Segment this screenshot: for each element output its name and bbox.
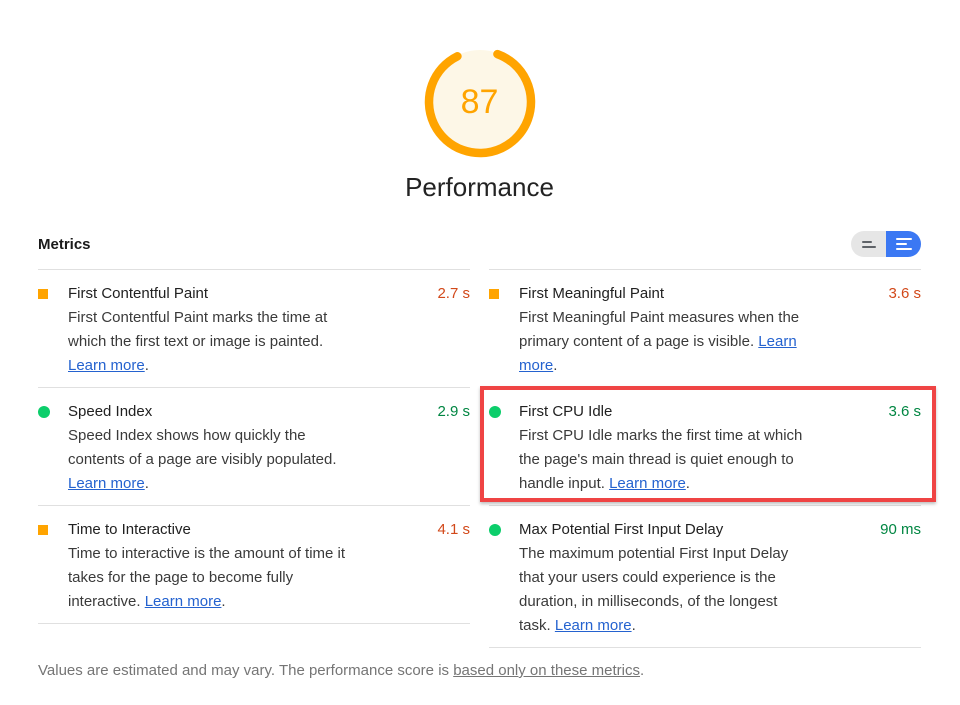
metric-name: Speed Index — [68, 403, 153, 420]
metric-time-to-interactive: Time to Interactive 4.1 s Time to intera… — [38, 506, 470, 624]
metric-name: First Meaningful Paint — [519, 285, 665, 302]
expand-descriptions-button[interactable] — [886, 231, 921, 257]
learn-more-link[interactable]: Learn more — [68, 357, 145, 374]
pass-status-icon — [38, 406, 50, 418]
metric-description: Time to interactive is the amount of tim… — [68, 542, 358, 614]
metric-max-potential-first-input-delay: Max Potential First Input Delay 90 ms Th… — [489, 506, 921, 648]
metric-first-meaningful-paint: First Meaningful Paint 3.6 s First Meani… — [489, 270, 921, 388]
performance-score-gauge[interactable]: 87 — [424, 46, 536, 158]
metric-description: Speed Index shows how quickly the conten… — [68, 424, 358, 496]
metric-value: 4.1 s — [437, 521, 470, 538]
metric-description-toggle — [851, 231, 921, 257]
metric-description: First CPU Idle marks the first time at w… — [519, 424, 809, 496]
learn-more-link[interactable]: Learn more — [68, 475, 145, 492]
metric-description-text: First Contentful Paint marks the time at… — [68, 309, 328, 350]
metric-first-cpu-idle: First CPU Idle 3.6 s First CPU Idle mark… — [480, 386, 936, 506]
learn-more-link[interactable]: Learn more — [519, 333, 797, 374]
footer-suffix: . — [639, 662, 645, 679]
lighthouse-performance-report: 87 Performance Metrics — [0, 46, 960, 705]
pass-status-icon — [489, 406, 501, 418]
metric-description-suffix: . — [144, 475, 149, 492]
average-status-icon — [38, 289, 48, 299]
metric-name: Max Potential First Input Delay — [519, 521, 724, 538]
metric-description-suffix: . — [221, 593, 226, 610]
metric-name: First CPU Idle — [519, 403, 613, 420]
metric-speed-index: Speed Index 2.9 s Speed Index shows how … — [38, 388, 470, 506]
average-status-icon — [489, 289, 499, 299]
metric-description-text: First Meaningful Paint measures when the… — [519, 309, 800, 350]
metric-description: The maximum potential First Input Delay … — [519, 542, 809, 638]
metric-description-text: Time to interactive is the amount of tim… — [68, 545, 346, 610]
metric-description-text: First CPU Idle marks the first time at w… — [519, 427, 803, 492]
metric-description-text: Speed Index shows how quickly the conten… — [68, 427, 337, 468]
metrics-column-right: First Meaningful Paint 3.6 s First Meani… — [480, 269, 936, 648]
learn-more-link[interactable]: Learn more — [609, 475, 686, 492]
metrics-column-left: First Contentful Paint 2.7 s First Conte… — [38, 269, 470, 624]
average-status-icon — [38, 525, 48, 535]
metric-description-suffix: . — [144, 357, 149, 374]
metrics-grid: First Contentful Paint 2.7 s First Conte… — [38, 269, 936, 648]
collapsed-list-icon — [861, 240, 876, 248]
metric-description-text: The maximum potential First Input Delay … — [519, 545, 789, 634]
metric-value: 3.6 s — [888, 403, 921, 420]
collapse-descriptions-button[interactable] — [851, 231, 886, 257]
metric-description: First Meaningful Paint measures when the… — [519, 306, 809, 378]
metric-name: First Contentful Paint — [68, 285, 209, 302]
metric-description-suffix: . — [685, 475, 690, 492]
metric-description-suffix: . — [631, 617, 636, 634]
performance-title: Performance — [405, 172, 554, 202]
pass-status-icon — [489, 524, 501, 536]
score-gauge-section: 87 — [38, 46, 921, 158]
metric-description-suffix: . — [553, 357, 558, 374]
metric-description: First Contentful Paint marks the time at… — [68, 306, 358, 378]
metric-value: 3.6 s — [888, 285, 921, 302]
metric-value: 2.7 s — [437, 285, 470, 302]
metric-first-contentful-paint: First Contentful Paint 2.7 s First Conte… — [38, 270, 470, 388]
footer-text: Values are estimated and may vary. The p… — [38, 662, 454, 679]
metrics-header: Metrics — [38, 231, 921, 257]
metrics-heading: Metrics — [38, 235, 91, 253]
gauge-arc-icon — [424, 46, 535, 158]
metric-value: 90 ms — [880, 521, 921, 538]
learn-more-link[interactable]: Learn more — [554, 617, 632, 634]
learn-more-link[interactable]: Learn more — [144, 593, 222, 610]
footer-note: Values are estimated and may vary. The p… — [38, 662, 921, 679]
expanded-list-icon — [895, 238, 912, 250]
performance-score-value: 87 — [460, 82, 499, 121]
footer-metrics-link[interactable]: based only on these metrics — [453, 662, 640, 679]
metric-name: Time to Interactive — [68, 521, 191, 538]
metric-value: 2.9 s — [437, 403, 470, 420]
